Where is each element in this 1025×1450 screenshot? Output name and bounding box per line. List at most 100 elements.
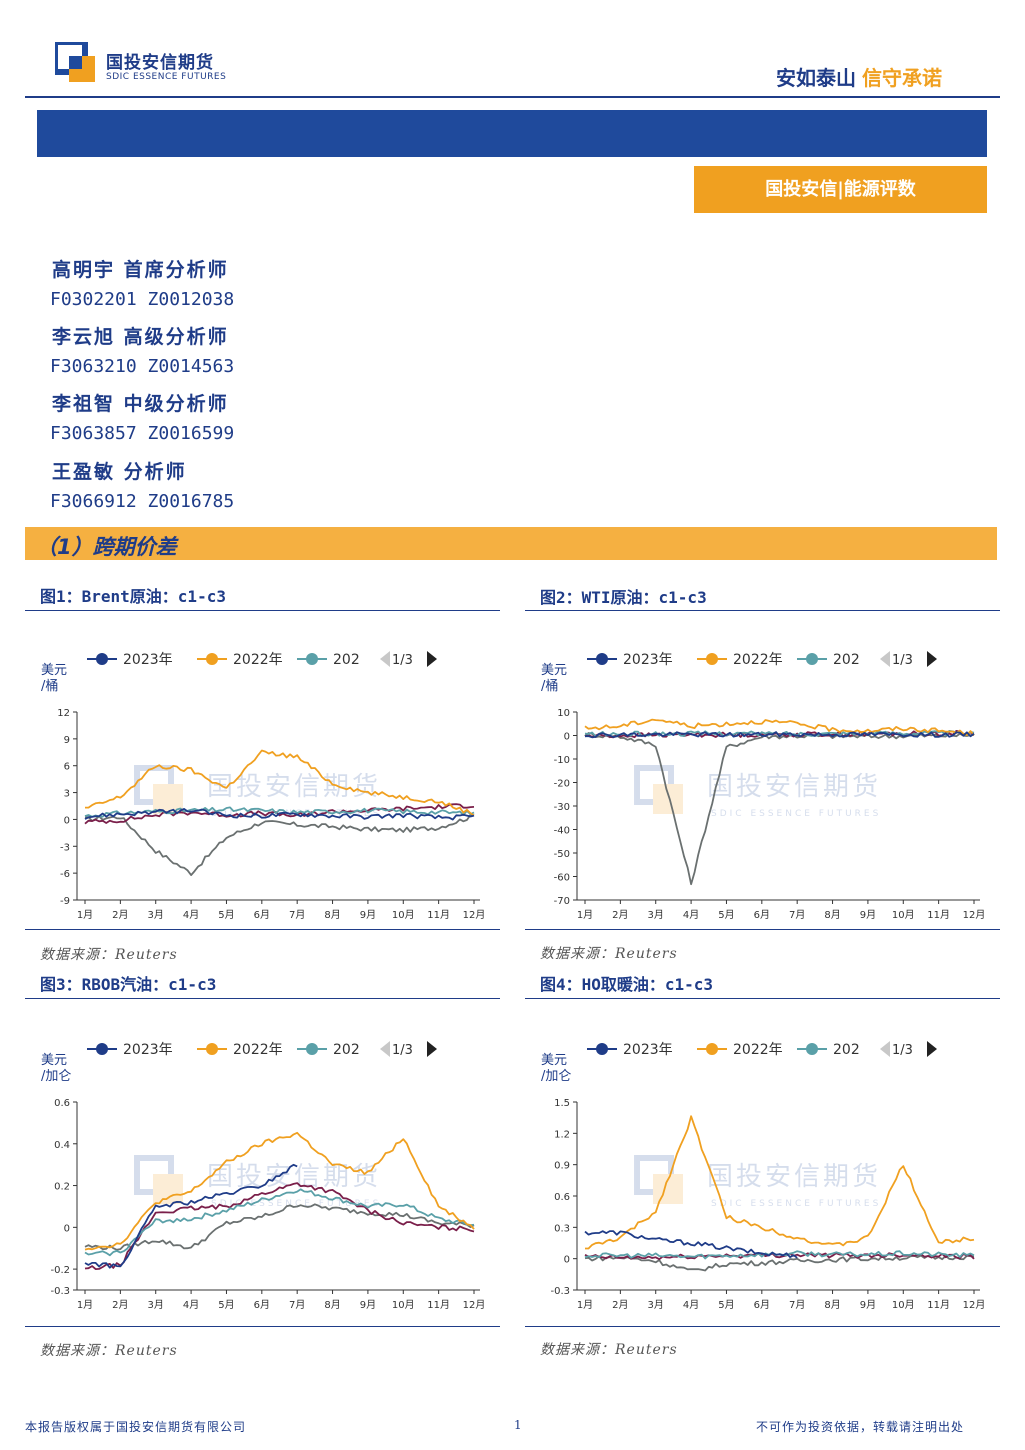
y-tick-label: -30 [554, 802, 570, 813]
watermark-logo-icon [134, 1155, 174, 1195]
x-tick-label: 9月 [360, 1299, 376, 1311]
x-tick-label: 5月 [218, 909, 234, 921]
y-tick-label: 0.2 [54, 1182, 70, 1193]
legend-marker-icon [706, 653, 718, 665]
slogan-part1: 安如泰山 [776, 66, 856, 90]
x-tick-label: 8月 [824, 1299, 840, 1311]
y-tick-label: -60 [554, 873, 570, 884]
logo-text: 国投安信期货 [106, 53, 214, 73]
y-tick-label: 0.6 [54, 1098, 70, 1109]
figure-title: 图3：RBOB汽油：c1-c3 [40, 975, 217, 994]
x-tick-label: 12月 [463, 1299, 486, 1311]
x-tick-label: 2月 [112, 1299, 128, 1311]
watermark: 国投安信期货 SDIC ESSENCE FUTURES [634, 765, 878, 819]
y-axis-unit: /加仑 [41, 1069, 71, 1084]
legend-marker-icon [706, 1043, 718, 1055]
x-tick-label: 5月 [718, 1299, 734, 1311]
x-tick-label: 5月 [718, 909, 734, 921]
x-tick-label: 1月 [577, 1299, 593, 1311]
chart-rbob: 国投安信期货 SDIC ESSENCE FUTURES 2023年 2022年 202 1… [25, 1030, 500, 1315]
analyst-cert: F3063857 Z0016599 [50, 423, 235, 444]
figure-title: 图4：HO取暖油：c1-c3 [540, 975, 714, 994]
y-tick-label: 12 [57, 708, 70, 719]
series-line [84, 803, 475, 825]
x-tick-label: 9月 [860, 1299, 876, 1311]
legend-prev-icon[interactable] [380, 1041, 390, 1057]
series-line [585, 731, 975, 739]
legend-prev-icon[interactable] [380, 651, 390, 667]
watermark-text: 国投安信期货 [707, 1162, 881, 1192]
legend-label: 2023年 [123, 652, 173, 668]
analyst-name-role: 王盈敏 分析师 [52, 461, 187, 483]
figure-bottom-rule [25, 929, 500, 930]
x-tick-label: 1月 [77, 1299, 93, 1311]
y-axis-unit: 美元 [41, 663, 67, 678]
legend-item: 2022年 [197, 1042, 283, 1058]
x-tick-label: 4月 [683, 909, 699, 921]
watermark: 国投安信期货 SDIC ESSENCE FUTURES [634, 1155, 881, 1209]
figure-source: 数据来源：Reuters [540, 946, 678, 962]
y-tick-label: 0.4 [54, 1140, 70, 1151]
analyst-cert: F0302201 Z0012038 [50, 289, 235, 310]
x-tick-label: 11月 [427, 1299, 450, 1311]
y-tick-label: 6 [64, 762, 70, 773]
y-tick-label: -0.3 [50, 1286, 70, 1297]
x-tick-label: 10月 [892, 1299, 915, 1311]
legend-label: 2023年 [623, 652, 673, 668]
x-tick-label: 1月 [77, 909, 93, 921]
y-tick-label: 9 [64, 735, 70, 746]
chart-brent: 国投安信期货 SDIC ESSENCE FUTURES 2023年 2022年 202 1… [25, 640, 500, 925]
analyst-name-role: 李云旭 高级分析师 [52, 326, 229, 348]
legend-label: 2023年 [123, 1042, 173, 1058]
x-tick-label: 10月 [892, 909, 915, 921]
y-axis-unit: 美元 [541, 663, 567, 678]
y-axis-unit: /桶 [541, 679, 558, 694]
y-tick-label: -20 [554, 779, 570, 790]
legend-next-icon[interactable] [927, 651, 937, 667]
figure-bottom-rule [25, 1326, 500, 1327]
y-tick-label: -0.3 [550, 1286, 570, 1297]
watermark-text: 国投安信期货 [207, 1162, 381, 1192]
x-tick-label: 6月 [254, 1299, 270, 1311]
legend-prev-icon[interactable] [880, 651, 890, 667]
figure-bottom-rule [525, 929, 1000, 930]
x-tick-label: 12月 [963, 909, 986, 921]
legend-marker-icon [306, 653, 318, 665]
legend-marker-icon [206, 1043, 218, 1055]
legend-next-icon[interactable] [927, 1041, 937, 1057]
series-line [84, 814, 475, 876]
y-tick-label: 0.3 [554, 1223, 570, 1234]
legend-item: 2023年 [87, 1042, 173, 1058]
legend-next-icon[interactable] [427, 1041, 437, 1057]
series-line [84, 1182, 475, 1270]
legend-label: 202 [833, 1042, 860, 1058]
y-tick-label: -6 [60, 869, 70, 880]
y-tick-label: 0.6 [554, 1192, 570, 1203]
figure-title: 图2：WTI原油：c1-c3 [540, 588, 707, 607]
legend-marker-icon [206, 653, 218, 665]
y-axis-unit: 美元 [541, 1053, 567, 1068]
x-tick-label: 8月 [324, 1299, 340, 1311]
report-tag: 国投安信|能源评数 [694, 166, 987, 213]
series-line [84, 1203, 475, 1251]
figure-source: 数据来源：Reuters [40, 947, 178, 963]
legend-marker-icon [806, 653, 818, 665]
legend-label: 202 [333, 1042, 360, 1058]
watermark-logo-icon [153, 1174, 183, 1204]
legend-prev-icon[interactable] [880, 1041, 890, 1057]
x-tick-label: 1月 [577, 909, 593, 921]
legend-marker-icon [596, 1043, 608, 1055]
figure-title-rule [25, 998, 500, 999]
legend-next-icon[interactable] [427, 651, 437, 667]
legend-item: 2022年 [697, 652, 783, 668]
watermark-subtext: SDIC ESSENCE FUTURES [211, 1199, 381, 1209]
y-tick-label: -70 [554, 896, 570, 907]
y-tick-label: 0 [564, 1255, 570, 1266]
analyst-cert: F3063210 Z0014563 [50, 356, 235, 377]
x-tick-label: 8月 [824, 909, 840, 921]
series-line [84, 1131, 475, 1251]
x-tick-label: 3月 [648, 909, 664, 921]
y-tick-label: 0 [564, 732, 570, 743]
